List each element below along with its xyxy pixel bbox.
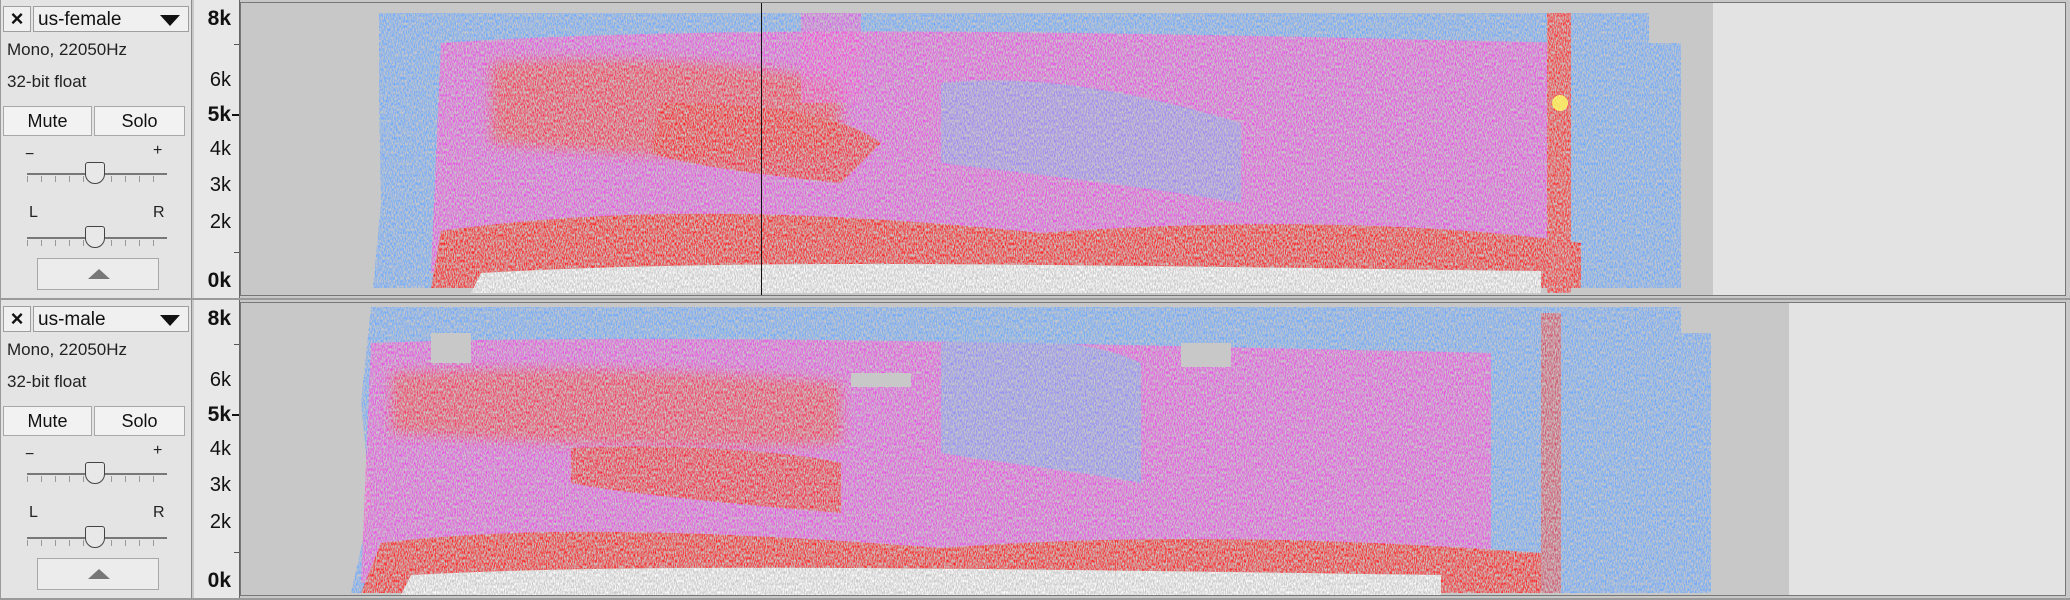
collapse-track-button[interactable]: [37, 558, 159, 590]
pan-slider[interactable]: [27, 526, 167, 550]
spectrogram-male: [241, 303, 1789, 595]
spectrogram-view[interactable]: [240, 2, 2066, 296]
freq-label-4k: 4k: [209, 138, 231, 160]
audio-track-us-male: × us-male Mono, 22050Hz 32-bit float Mut…: [0, 300, 2070, 600]
freq-label-3k: 3k: [209, 174, 231, 196]
track-name: us-female: [38, 9, 122, 30]
freq-label-5k: 5k: [207, 103, 231, 126]
freq-label-2k: 2k: [209, 211, 231, 233]
track-name: us-male: [38, 309, 106, 330]
freq-label-8k: 8k: [207, 7, 231, 30]
pan-left-label: L: [29, 504, 38, 521]
spectrogram-female: [241, 3, 1713, 295]
audio-track-us-female: × us-female Mono, 22050Hz 32-bit float M…: [0, 0, 2070, 300]
pan-left-label: L: [29, 204, 38, 221]
freq-label-4k: 4k: [209, 438, 231, 460]
triangle-up-icon: [88, 269, 110, 279]
gain-slider[interactable]: [27, 462, 167, 486]
track-title-row: × us-male: [3, 306, 189, 332]
freq-label-2k: 2k: [209, 511, 231, 533]
pan-slider-thumb[interactable]: [85, 226, 105, 248]
pan-slider-thumb[interactable]: [85, 526, 105, 548]
gain-plus-label: +: [153, 442, 163, 459]
gap-region: [431, 333, 471, 363]
playback-cursor: [761, 3, 762, 295]
pan-right-label: R: [153, 504, 165, 521]
gain-minus-label: −: [25, 146, 35, 163]
collapse-track-button[interactable]: [37, 258, 159, 290]
track-control-panel: × us-male Mono, 22050Hz 32-bit float Mut…: [0, 300, 192, 598]
gain-slider-thumb[interactable]: [85, 462, 105, 484]
gain-minus-label: −: [25, 446, 35, 463]
pan-right-label: R: [153, 204, 165, 221]
freq-label-3k: 3k: [209, 474, 231, 496]
track-title-row: × us-female: [3, 6, 189, 32]
gain-plus-label: +: [153, 142, 163, 159]
ruler-minor-tick: [234, 552, 239, 553]
freq-label-6k: 6k: [209, 69, 231, 91]
freq-label-0k: 0k: [207, 269, 231, 292]
gain-slider[interactable]: [27, 162, 167, 186]
mute-button[interactable]: Mute: [3, 106, 92, 136]
gain-slider-thumb[interactable]: [85, 162, 105, 184]
mute-button[interactable]: Mute: [3, 406, 92, 436]
track-control-panel: × us-female Mono, 22050Hz 32-bit float M…: [0, 0, 192, 298]
solo-button[interactable]: Solo: [94, 406, 185, 436]
track-sample-format: 32-bit float: [7, 72, 87, 91]
solo-button[interactable]: Solo: [94, 106, 185, 136]
freq-label-5k: 5k: [207, 403, 231, 426]
frequency-ruler: 8k 6k 5k 4k 3k 2k 0k: [194, 300, 240, 598]
freq-label-8k: 8k: [207, 307, 231, 330]
track-format-info: Mono, 22050Hz: [7, 340, 128, 359]
track-name-dropdown[interactable]: us-male: [33, 306, 189, 332]
track-sample-format: 32-bit float: [7, 372, 87, 391]
close-track-button[interactable]: ×: [3, 6, 31, 32]
chevron-down-icon: [160, 15, 180, 26]
freq-label-6k: 6k: [209, 369, 231, 391]
pan-slider[interactable]: [27, 226, 167, 250]
energy-peak: [1552, 95, 1568, 111]
track-format-info: Mono, 22050Hz: [7, 40, 128, 59]
ruler-major-tick: [232, 114, 239, 116]
close-icon: ×: [10, 6, 24, 31]
frequency-ruler: 8k 6k 5k 4k 3k 2k 0k: [194, 0, 240, 298]
ruler-major-tick: [232, 414, 239, 416]
track-separator: [0, 298, 2070, 300]
spectrogram-view[interactable]: [240, 302, 2066, 596]
triangle-up-icon: [88, 569, 110, 579]
ruler-minor-tick: [234, 344, 239, 345]
freq-label-0k: 0k: [207, 569, 231, 592]
gap-region: [1181, 343, 1231, 367]
gap-region: [851, 373, 911, 387]
chevron-down-icon: [160, 315, 180, 326]
close-track-button[interactable]: ×: [3, 306, 31, 332]
ruler-minor-tick: [234, 252, 239, 253]
ruler-minor-tick: [234, 44, 239, 45]
close-icon: ×: [10, 306, 24, 331]
track-name-dropdown[interactable]: us-female: [33, 6, 189, 32]
